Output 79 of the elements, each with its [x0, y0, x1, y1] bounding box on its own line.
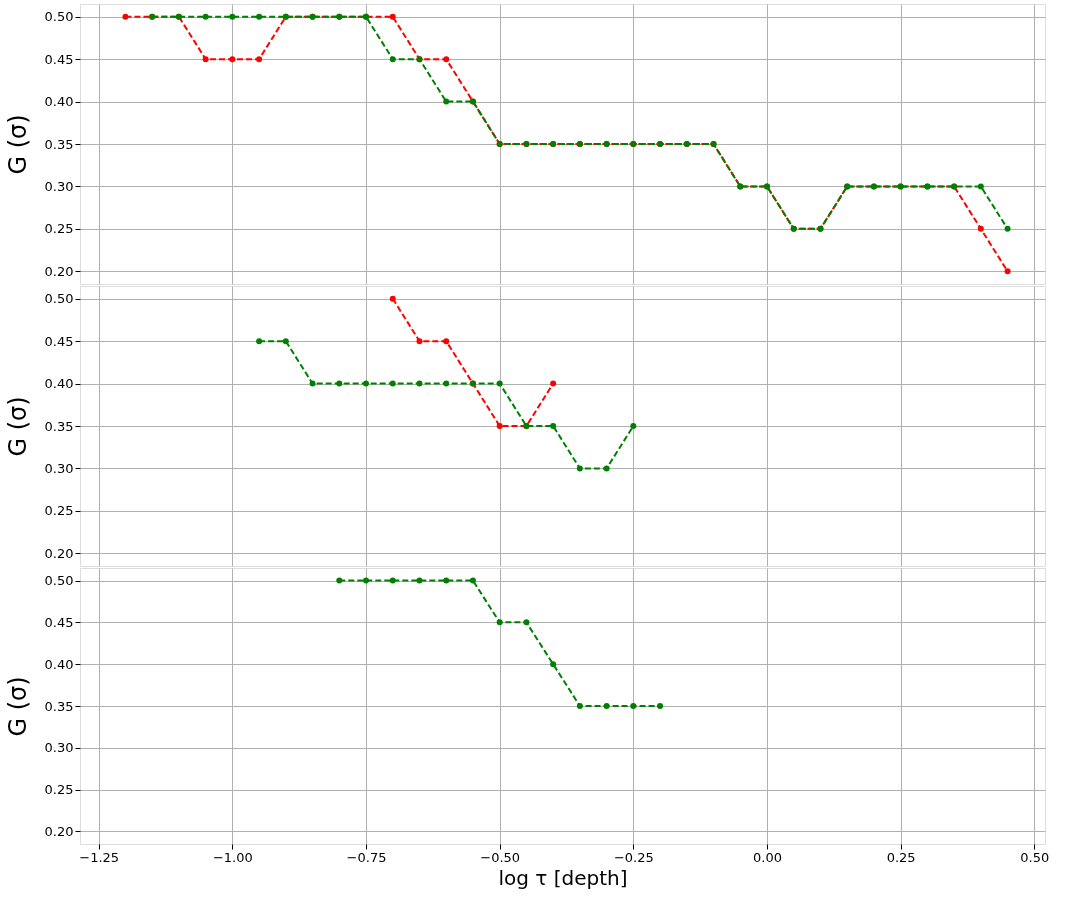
y-tick-label: 0.30 — [44, 460, 74, 476]
y-axis-title: G (σ) — [3, 396, 32, 457]
point — [389, 295, 396, 302]
x-tick-label: −0.50 — [480, 849, 521, 865]
point — [443, 577, 450, 584]
point — [630, 423, 637, 429]
y-tick-label: 0.40 — [44, 94, 74, 110]
x-tick-label: 0.25 — [886, 849, 916, 865]
y-tick-label: 0.20 — [44, 545, 74, 561]
y-tick-label: 0.35 — [44, 418, 74, 434]
point — [469, 577, 476, 584]
point — [550, 380, 557, 387]
point — [256, 56, 263, 63]
point — [496, 423, 503, 429]
point — [282, 338, 289, 345]
point — [576, 703, 583, 709]
point — [1004, 268, 1011, 275]
y-tick-label: 0.35 — [44, 698, 74, 714]
y-tick-label: 0.40 — [44, 376, 74, 392]
point — [443, 56, 450, 63]
y-tick-label: 0.20 — [44, 823, 74, 839]
point — [523, 619, 530, 626]
point — [202, 13, 209, 20]
y-axis-title: G (σ) — [3, 676, 32, 737]
point — [309, 380, 316, 387]
point — [389, 13, 396, 20]
point — [389, 56, 396, 63]
x-tick-label: 0.00 — [753, 849, 782, 865]
point — [443, 98, 450, 105]
y-tick-label: 0.50 — [44, 9, 74, 25]
point — [443, 338, 450, 345]
point — [630, 703, 637, 709]
point — [977, 183, 984, 190]
point — [443, 380, 450, 387]
point — [977, 225, 984, 232]
x-tick-label: −1.00 — [212, 849, 253, 865]
y-tick-label: 0.20 — [44, 263, 74, 279]
point — [389, 380, 396, 387]
point — [256, 338, 263, 345]
y-tick-label: 0.30 — [44, 740, 74, 756]
point — [416, 338, 423, 345]
point — [229, 56, 236, 63]
point — [229, 13, 236, 20]
point — [603, 465, 610, 472]
point — [389, 577, 396, 584]
y-tick-label: 0.45 — [44, 51, 74, 67]
y-tick-label: 0.25 — [44, 503, 74, 519]
x-tick-label: −0.25 — [613, 849, 654, 865]
point — [416, 577, 423, 584]
point — [336, 380, 343, 387]
x-tick-label: −0.75 — [346, 849, 387, 865]
point — [576, 465, 583, 472]
point — [363, 380, 370, 387]
point — [202, 56, 209, 63]
point — [603, 703, 610, 709]
point — [416, 380, 423, 387]
y-tick-label: 0.45 — [44, 614, 74, 630]
x-axis-title: log τ [depth] — [498, 865, 628, 890]
point — [550, 423, 557, 429]
y-tick-label: 0.30 — [44, 178, 74, 194]
point — [1004, 225, 1011, 232]
point — [122, 13, 129, 20]
point — [657, 703, 664, 709]
y-axis-title: G (σ) — [3, 114, 32, 175]
point — [496, 380, 503, 387]
x-tick-label: −1.25 — [79, 849, 120, 865]
y-tick-label: 0.45 — [44, 333, 74, 349]
point — [550, 661, 557, 668]
y-tick-label: 0.50 — [44, 573, 74, 589]
point — [336, 577, 343, 584]
y-tick-label: 0.25 — [44, 782, 74, 798]
point — [363, 577, 370, 584]
y-tick-label: 0.35 — [44, 136, 74, 152]
point — [496, 619, 503, 626]
y-tick-label: 0.40 — [44, 656, 74, 672]
point — [256, 13, 263, 20]
y-tick-label: 0.50 — [44, 291, 74, 307]
y-tick-label: 0.25 — [44, 221, 74, 237]
x-tick-label: 0.50 — [1020, 849, 1050, 865]
